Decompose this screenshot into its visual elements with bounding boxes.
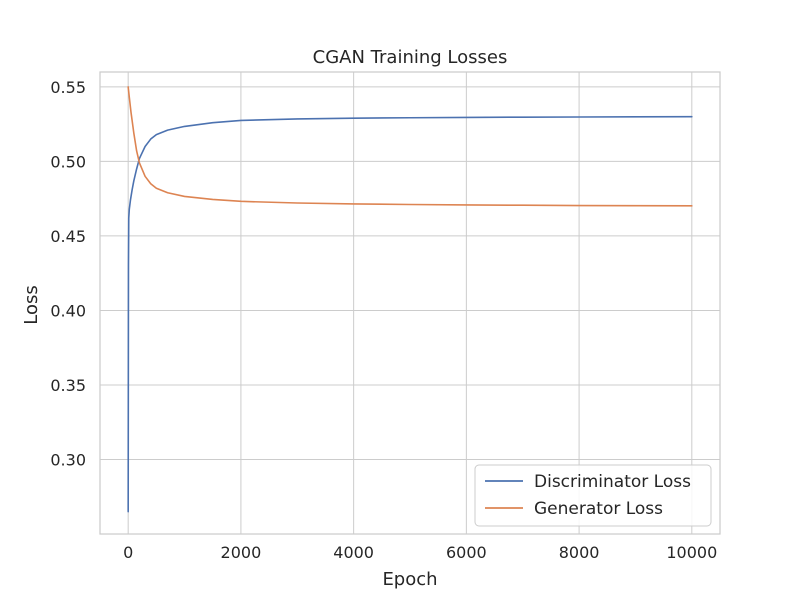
x-tick-label: 10000 bbox=[666, 543, 717, 562]
x-tick-label: 0 bbox=[123, 543, 133, 562]
series-group bbox=[127, 86, 693, 513]
x-tick-label: 6000 bbox=[446, 543, 487, 562]
chart-title: CGAN Training Losses bbox=[313, 47, 508, 68]
y-tick-label: 0.50 bbox=[50, 152, 86, 171]
plot-frame bbox=[99, 71, 721, 535]
y-tick-label: 0.40 bbox=[50, 301, 86, 320]
y-tick-label: 0.35 bbox=[50, 376, 86, 395]
legend-entry: Discriminator Loss bbox=[534, 472, 691, 492]
legend-box bbox=[474, 464, 712, 527]
x-tick-label: 2000 bbox=[221, 543, 262, 562]
legend: Discriminator Loss Generator Loss bbox=[474, 464, 712, 527]
y-tick-label: 0.55 bbox=[50, 78, 86, 97]
y-tick-label: 0.30 bbox=[50, 450, 86, 469]
x-tick-label: 8000 bbox=[559, 543, 600, 562]
y-axis-ticks: 0.30 0.35 0.40 0.45 0.50 0.55 bbox=[50, 78, 86, 470]
legend-entry: Generator Loss bbox=[534, 499, 663, 519]
y-axis-label: Loss bbox=[21, 285, 42, 324]
x-tick-label: 4000 bbox=[333, 543, 374, 562]
series-line-discriminator-loss bbox=[127, 115, 693, 513]
series-line-generator-loss bbox=[127, 86, 693, 207]
grid bbox=[100, 72, 720, 534]
x-axis-label: Epoch bbox=[382, 569, 437, 590]
x-axis-ticks: 0 2000 4000 6000 8000 10000 bbox=[123, 543, 717, 562]
y-tick-label: 0.45 bbox=[50, 227, 86, 246]
